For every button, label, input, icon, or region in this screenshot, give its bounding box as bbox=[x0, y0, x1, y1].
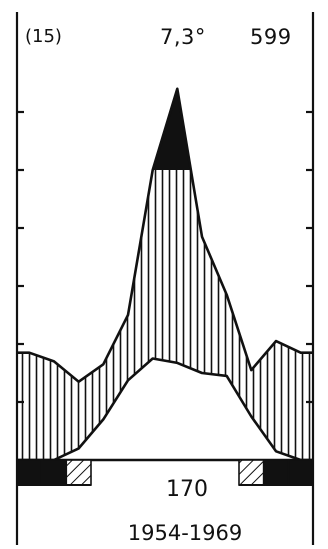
chart-header: (15) 7,3° 599 bbox=[25, 25, 292, 49]
absolute-frost-month-11 bbox=[262, 459, 290, 486]
temperature-curve bbox=[17, 357, 313, 462]
frost-bar bbox=[16, 458, 314, 486]
precipitation-peak-fill bbox=[152, 88, 191, 170]
observation-period-label: 1954-1969 bbox=[128, 521, 242, 545]
absolute-frost-month-2 bbox=[40, 459, 68, 486]
absolute-frost-month-1 bbox=[16, 459, 43, 486]
probable-frost-month-10 bbox=[238, 459, 265, 486]
probable-frost-month-3 bbox=[65, 459, 92, 486]
axis-ticks bbox=[17, 110, 313, 404]
plot-area bbox=[17, 87, 313, 462]
station-number-label: (15) bbox=[25, 26, 62, 47]
humid-season-area bbox=[17, 88, 313, 461]
precipitation-curve bbox=[17, 87, 313, 384]
annual-precipitation-label: 599 bbox=[250, 25, 292, 49]
absolute-frost-month-12 bbox=[287, 459, 314, 486]
frost-free-days-label: 170 bbox=[166, 477, 208, 502]
mean-temperature-label: 7,3° bbox=[160, 25, 206, 49]
